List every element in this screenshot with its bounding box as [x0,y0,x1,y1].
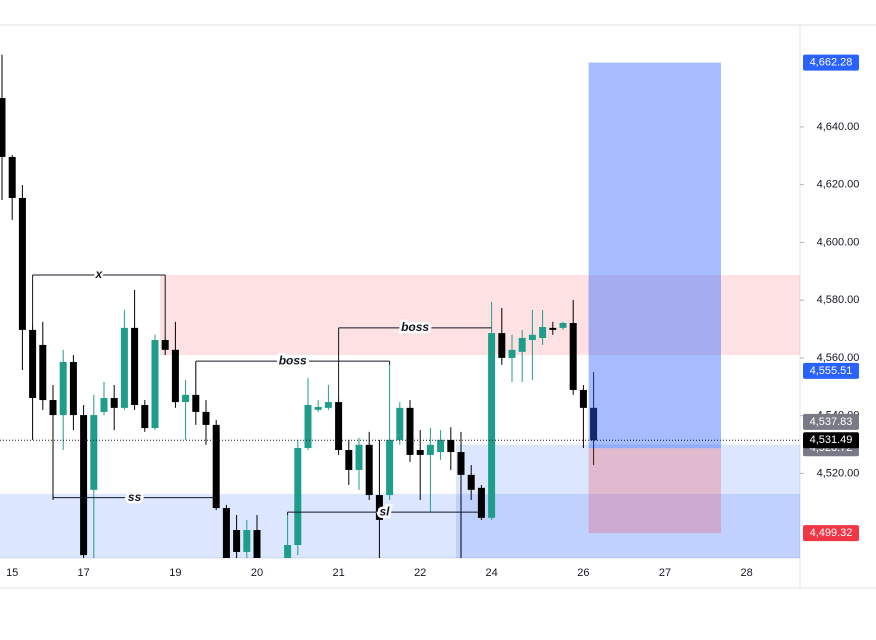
annotation-label: sl [379,504,390,518]
y-tick-label: 4,560.00 [817,352,860,364]
zone [0,493,800,558]
candle-body [508,349,516,358]
candle-body [110,398,118,408]
candle-body [120,327,128,408]
price-label: 4,531.49 [810,434,853,446]
x-tick-label: 15 [6,567,18,579]
y-tick-label: 4,580.00 [817,294,860,306]
candle-body [29,329,37,399]
candle-body [569,322,577,390]
x-tick-label: 24 [485,567,497,579]
price-label: 4,537.83 [810,416,853,428]
candle-body [18,197,26,330]
annotation-label: x [95,267,104,281]
candle-body [375,495,383,520]
candle-body [294,447,302,546]
price-label-box [803,362,859,379]
price-label-box [803,413,859,430]
x-tick-label: 17 [77,567,89,579]
y-tick-label: 4,620.00 [817,179,860,191]
price-label: 4,662.28 [810,56,853,68]
candle-body [131,327,139,405]
candle-body [549,327,557,330]
candle-body [141,404,149,429]
candle-body [590,407,598,441]
zone [456,444,800,558]
candle-body [171,349,179,403]
x-tick-label: 27 [659,567,671,579]
zone [160,275,800,356]
candle-body [335,402,343,451]
price-label: 4,555.51 [810,365,853,377]
candle-body [90,415,98,490]
candle-body [579,389,587,408]
x-tick-label: 19 [169,567,181,579]
x-tick-label: 28 [740,567,752,579]
candle-body [39,344,47,401]
candle-body [426,444,434,455]
candle-body [314,406,322,410]
candle-body [59,361,67,416]
candle-body [0,98,6,157]
price-label-box [803,432,859,449]
candle-body [477,487,485,518]
candle-body [202,411,210,425]
candle-body [457,452,465,475]
price-label: 4,499.32 [810,527,853,539]
candle-body [304,404,312,448]
plot-area: x boss boss ss sl [0,54,800,558]
candle-body [49,400,57,416]
x-tick-label: 20 [251,567,263,579]
y-tick-label: 4,640.00 [817,121,860,133]
candle-body [539,327,547,338]
x-tick-label: 21 [332,567,344,579]
candle-body [243,529,251,552]
candle-body [284,545,292,558]
candle-body [447,439,455,453]
candle-body [161,340,169,350]
annotation-label: boss [401,320,429,334]
x-tick-label: 26 [577,567,589,579]
candle-body [518,337,526,352]
candle-body [182,394,190,403]
candle-body [324,402,332,408]
candle-body [437,439,445,453]
candle-body [100,398,108,412]
candle-body [467,474,475,490]
candle-body [416,450,424,455]
candle-body [498,333,506,358]
y-tick-label: 4,520.00 [817,467,860,479]
candle-body [233,529,241,552]
x-tick-label: 22 [414,567,426,579]
annotation-label: boss [279,353,307,367]
candle-body [80,415,88,556]
candle-body [406,407,414,455]
candle-body [253,529,261,558]
candle-body [345,450,353,470]
candle-body [386,439,394,496]
candle-body [192,394,200,412]
candle-body [488,333,496,518]
price-label-box [803,54,859,71]
y-tick-label: 4,600.00 [817,236,860,248]
candle-body [8,156,16,198]
candle-body [222,508,230,558]
candle-body [69,361,77,416]
candle-body [528,334,536,341]
candle-body [559,322,567,328]
candle-body [365,444,373,496]
zone [588,448,721,534]
candle-body [355,444,363,470]
candle-body [212,424,220,509]
price-label-box [803,525,859,542]
candle-body [396,407,404,440]
zone [588,62,721,449]
annotation-label: ss [128,490,142,504]
candle-body [151,340,159,429]
